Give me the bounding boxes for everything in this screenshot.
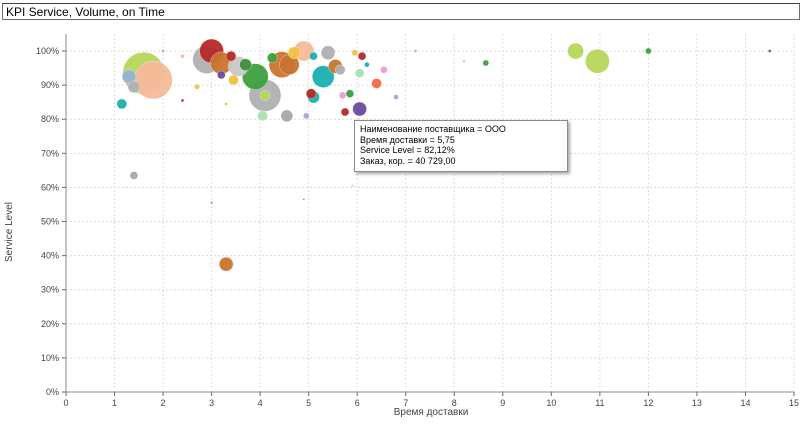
scatter-point[interactable] — [267, 52, 278, 64]
x-tick-label: 15 — [789, 398, 799, 408]
scatter-point[interactable] — [225, 50, 237, 62]
scatter-point[interactable] — [351, 184, 354, 187]
scatter-point[interactable] — [180, 53, 185, 59]
x-tick-label: 8 — [452, 398, 457, 408]
scatter-point[interactable] — [302, 198, 306, 201]
scatter-point[interactable] — [134, 60, 173, 100]
scatter-point[interactable] — [180, 98, 185, 103]
scatter-point[interactable] — [224, 186, 228, 189]
scatter-point[interactable] — [242, 63, 269, 90]
scatter-point[interactable] — [217, 70, 226, 80]
scatter-point[interactable] — [228, 74, 239, 86]
scatter-point[interactable] — [129, 171, 139, 180]
scatter-point[interactable] — [393, 94, 399, 100]
x-tick-label: 5 — [306, 398, 311, 408]
x-tick-label: 6 — [355, 398, 360, 408]
scatter-point[interactable] — [345, 89, 355, 98]
scatter-point[interactable] — [352, 101, 367, 117]
x-tick-label: 0 — [63, 398, 68, 408]
x-tick-label: 14 — [740, 398, 750, 408]
x-tick-label: 1 — [112, 398, 117, 408]
scatter-point[interactable] — [287, 46, 301, 60]
chart-points — [116, 38, 772, 272]
y-tick-label: 40% — [41, 251, 59, 261]
scatter-point[interactable] — [371, 78, 382, 89]
scatter-point[interactable] — [125, 186, 128, 189]
x-tick-label: 10 — [546, 398, 556, 408]
scatter-point[interactable] — [567, 42, 584, 60]
y-tick-label: 100% — [36, 46, 59, 56]
x-tick-label: 4 — [258, 398, 263, 408]
scatter-point[interactable] — [334, 64, 346, 76]
tooltip-delivery-time: Время доставки = 5,75 — [360, 134, 455, 145]
x-tick-label: 13 — [692, 398, 702, 408]
scatter-point[interactable] — [259, 90, 271, 101]
y-tick-label: 50% — [41, 217, 59, 227]
y-tick-label: 0% — [46, 387, 59, 397]
scatter-point[interactable] — [311, 65, 335, 88]
x-tick-label: 3 — [209, 398, 214, 408]
scatter-point[interactable] — [767, 49, 772, 53]
scatter-point[interactable] — [482, 59, 490, 67]
scatter-point[interactable] — [280, 109, 294, 123]
scatter-point[interactable] — [305, 88, 317, 99]
scatter-point[interactable] — [116, 98, 128, 110]
tooltip-supplier: Наименование поставщика = ООО — [360, 124, 506, 134]
scatter-point[interactable] — [302, 112, 310, 120]
scatter-point[interactable] — [357, 51, 367, 61]
scatter-point[interactable] — [645, 47, 652, 55]
scatter-point[interactable] — [218, 256, 234, 272]
scatter-point[interactable] — [127, 80, 141, 94]
y-tick-label: 20% — [41, 319, 59, 329]
y-axis-label: Service Level — [4, 202, 15, 262]
chart-area[interactable]: 0 1 2 3 4 5 6 7 8 9 10 11 12 13 14 15 0% 10% 20% 30% 40% 50% 6… — [0, 22, 804, 419]
scatter-point[interactable] — [380, 66, 388, 74]
chart-title-bar[interactable]: KPI Service, Volume, on Time — [2, 3, 800, 20]
chart-grid — [65, 34, 795, 393]
scatter-point[interactable] — [239, 58, 252, 71]
scatter-point[interactable] — [413, 49, 418, 53]
scatter-point[interactable] — [320, 45, 336, 61]
y-tick-label: 30% — [41, 285, 59, 295]
scatter-point[interactable] — [340, 107, 350, 117]
scatter-point[interactable] — [338, 91, 347, 100]
scatter-point[interactable] — [309, 51, 318, 61]
scatter-point[interactable] — [224, 102, 228, 106]
scatter-point[interactable] — [351, 49, 359, 57]
scatter-point[interactable] — [354, 68, 365, 78]
y-tick-label: 70% — [41, 148, 59, 158]
x-tick-label: 7 — [403, 398, 408, 408]
tooltip-order-volume: Заказ, кор. = 40 729,00 — [360, 155, 456, 166]
tooltip-service-level: Service Level = 82,12% — [360, 145, 455, 155]
x-axis-label: Время доставки — [394, 407, 469, 418]
scatter-point[interactable] — [161, 49, 165, 53]
x-tick-label: 9 — [500, 398, 505, 408]
scatter-point[interactable] — [209, 201, 214, 205]
scatter-point[interactable] — [585, 49, 610, 74]
scatter-point[interactable] — [257, 110, 268, 122]
chart-title: KPI Service, Volume, on Time — [6, 5, 165, 19]
scatter-point[interactable] — [462, 59, 466, 64]
y-tick-label: 80% — [41, 114, 59, 124]
scatter-point[interactable] — [364, 61, 370, 68]
y-tick-label: 10% — [41, 353, 59, 363]
y-tick-label: 90% — [41, 80, 59, 90]
x-tick-label: 2 — [161, 398, 166, 408]
chart-axes: 0 1 2 3 4 5 6 7 8 9 10 11 12 13 14 150%10%20%30%40%50%6… — [36, 34, 799, 408]
data-point-tooltip: Наименование поставщика = ООО Время дост… — [354, 120, 568, 172]
x-tick-label: 11 — [595, 398, 604, 408]
x-tick-label: 12 — [643, 398, 653, 408]
scatter-point[interactable] — [194, 84, 200, 90]
y-tick-label: 60% — [41, 182, 59, 192]
scatter-chart[interactable]: 0 1 2 3 4 5 6 7 8 9 10 11 12 13 14 150%10%20%30%40%50%6… — [0, 22, 804, 419]
